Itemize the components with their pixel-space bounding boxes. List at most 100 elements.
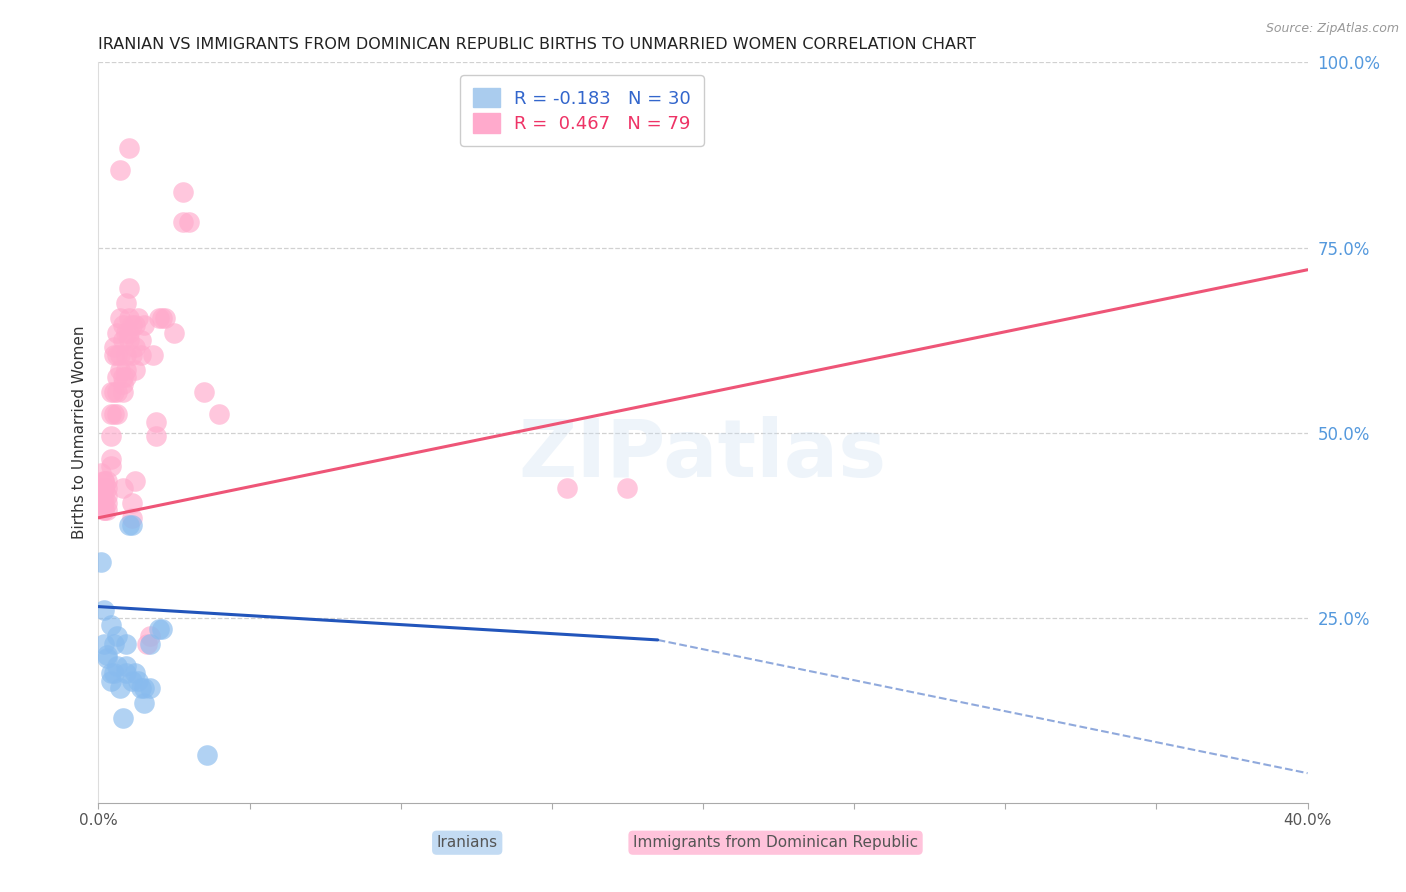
Point xyxy=(132,681,155,695)
Point xyxy=(108,162,131,177)
Point xyxy=(96,648,118,662)
Point xyxy=(100,618,122,632)
Point xyxy=(93,474,115,488)
Point xyxy=(179,214,201,228)
Point xyxy=(114,296,136,310)
Point xyxy=(93,474,115,488)
Point xyxy=(195,747,218,762)
Point xyxy=(129,681,152,695)
Point xyxy=(121,518,143,533)
Point xyxy=(93,503,115,517)
Point xyxy=(124,666,146,681)
Point xyxy=(114,326,136,340)
Point xyxy=(105,658,128,673)
Point xyxy=(121,348,143,362)
Point xyxy=(103,341,125,355)
Point xyxy=(124,318,146,333)
Point xyxy=(90,489,112,503)
Point xyxy=(96,489,118,503)
Point xyxy=(108,310,131,325)
Point xyxy=(96,481,118,495)
Point xyxy=(129,333,152,347)
Point xyxy=(111,318,134,333)
Point xyxy=(132,318,155,333)
Point xyxy=(121,673,143,688)
Point xyxy=(93,489,115,503)
Point xyxy=(90,496,112,510)
Point xyxy=(114,666,136,681)
Point xyxy=(100,458,122,473)
Point xyxy=(96,496,118,510)
Point xyxy=(135,637,157,651)
Point xyxy=(118,281,141,295)
Point xyxy=(93,603,115,617)
Point xyxy=(96,474,118,488)
Point xyxy=(118,310,141,325)
Point xyxy=(100,673,122,688)
Point xyxy=(148,310,170,325)
Point xyxy=(150,310,173,325)
Point xyxy=(105,326,128,340)
Point xyxy=(90,555,112,569)
Point xyxy=(105,370,128,384)
Point xyxy=(90,467,112,481)
Point xyxy=(114,348,136,362)
Point xyxy=(90,489,112,503)
Point xyxy=(100,384,122,399)
Point xyxy=(105,407,128,421)
Point xyxy=(193,384,215,399)
Point xyxy=(139,637,162,651)
Point xyxy=(114,637,136,651)
Point xyxy=(111,384,134,399)
Legend: R = -0.183   N = 30, R =  0.467   N = 79: R = -0.183 N = 30, R = 0.467 N = 79 xyxy=(460,75,704,145)
Point xyxy=(100,407,122,421)
Point xyxy=(121,510,143,524)
Point xyxy=(121,318,143,333)
Point xyxy=(145,429,167,443)
Point xyxy=(100,429,122,443)
Point xyxy=(111,377,134,392)
Point xyxy=(100,666,122,681)
Point xyxy=(172,185,194,199)
Point xyxy=(121,496,143,510)
Point xyxy=(103,348,125,362)
Point xyxy=(172,214,194,228)
Point xyxy=(96,651,118,665)
Text: ZIPatlas: ZIPatlas xyxy=(519,416,887,494)
Point xyxy=(105,629,128,643)
Point xyxy=(124,362,146,376)
Point xyxy=(124,474,146,488)
Point xyxy=(118,140,141,154)
Point xyxy=(145,415,167,429)
Point xyxy=(111,333,134,347)
Point xyxy=(111,370,134,384)
Point xyxy=(208,407,231,421)
Point xyxy=(150,622,173,636)
Text: IRANIAN VS IMMIGRANTS FROM DOMINICAN REPUBLIC BIRTHS TO UNMARRIED WOMEN CORRELAT: IRANIAN VS IMMIGRANTS FROM DOMINICAN REP… xyxy=(98,37,976,52)
Point xyxy=(103,407,125,421)
Point xyxy=(127,310,149,325)
Point xyxy=(142,348,165,362)
Text: Immigrants from Dominican Republic: Immigrants from Dominican Republic xyxy=(633,835,918,850)
Point xyxy=(118,333,141,347)
Point xyxy=(114,370,136,384)
Point xyxy=(93,637,115,651)
Point xyxy=(139,681,162,695)
Point xyxy=(108,362,131,376)
Point xyxy=(148,622,170,636)
Point xyxy=(153,310,176,325)
Point xyxy=(93,503,115,517)
Point xyxy=(100,451,122,466)
Point xyxy=(124,341,146,355)
Point xyxy=(111,481,134,495)
Point xyxy=(105,384,128,399)
Text: Iranians: Iranians xyxy=(437,835,498,850)
Point xyxy=(111,711,134,725)
Point xyxy=(114,658,136,673)
Point xyxy=(103,384,125,399)
Point xyxy=(555,481,578,495)
Point xyxy=(127,673,149,688)
Point xyxy=(118,518,141,533)
Point xyxy=(105,348,128,362)
Point xyxy=(93,496,115,510)
